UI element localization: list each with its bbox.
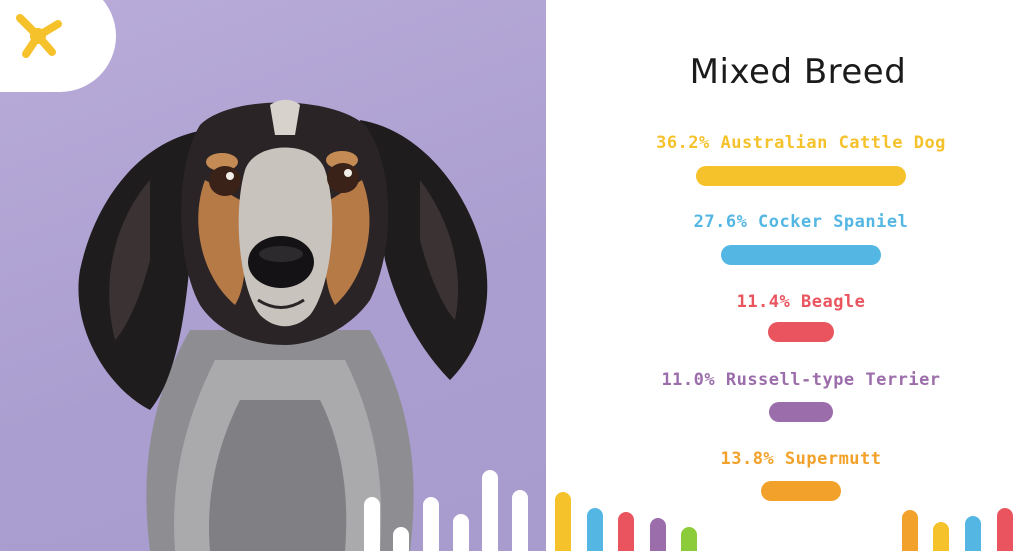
breed-results-panel: Mixed Breed 36.2% Australian Cattle Dog …	[546, 0, 1024, 551]
breed-label-supermutt: 13.8% Supermutt	[720, 449, 882, 469]
paw-network-logo-icon	[16, 14, 62, 58]
logo-badge[interactable]	[0, 0, 116, 92]
breed-bar-australian-cattle-dog	[696, 166, 906, 186]
breed-label-cocker-spaniel: 27.6% Cocker Spaniel	[693, 212, 909, 232]
breed-bar-beagle	[767, 322, 835, 342]
breed-label-russell-type-terrier: 11.0% Russell-type Terrier	[661, 370, 941, 390]
breed-label-beagle: 11.4% Beagle	[736, 292, 866, 312]
dog-photo	[0, 0, 546, 551]
dog-illustration	[78, 99, 488, 551]
breed-bar-cocker-spaniel	[720, 245, 882, 265]
breed-bar-supermutt	[760, 481, 842, 501]
breed-label-australian-cattle-dog: 36.2% Australian Cattle Dog	[656, 133, 946, 153]
result-title: Mixed Breed	[689, 52, 907, 92]
breed-bar-russell-type-terrier	[769, 402, 833, 422]
